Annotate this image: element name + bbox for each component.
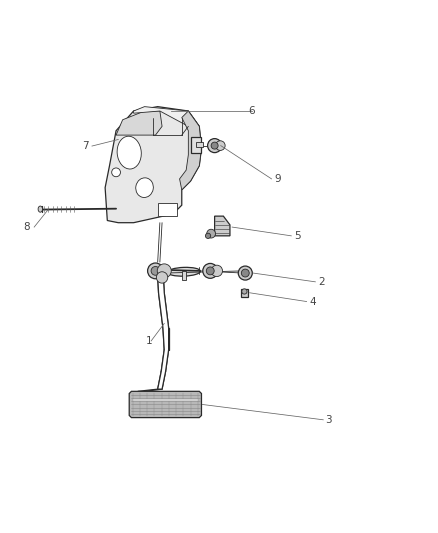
Polygon shape	[158, 276, 169, 389]
Circle shape	[207, 229, 215, 238]
Ellipse shape	[117, 136, 141, 169]
Text: 7: 7	[82, 141, 89, 151]
Text: 5: 5	[294, 231, 301, 241]
Polygon shape	[241, 289, 248, 297]
Text: 1: 1	[145, 336, 152, 346]
Circle shape	[156, 272, 168, 283]
Circle shape	[241, 269, 249, 277]
Circle shape	[208, 139, 222, 152]
Polygon shape	[215, 216, 230, 236]
Polygon shape	[191, 138, 201, 152]
Text: 6: 6	[248, 106, 255, 116]
Circle shape	[242, 289, 247, 294]
Circle shape	[206, 267, 214, 275]
Polygon shape	[158, 203, 177, 216]
Polygon shape	[180, 111, 201, 190]
Text: 8: 8	[23, 222, 30, 232]
Polygon shape	[105, 107, 201, 223]
Text: 2: 2	[318, 277, 325, 287]
Polygon shape	[196, 142, 203, 147]
Circle shape	[211, 142, 218, 149]
Polygon shape	[182, 271, 186, 280]
Text: 3: 3	[325, 415, 332, 425]
Circle shape	[215, 141, 225, 150]
Text: 4: 4	[310, 296, 317, 306]
Circle shape	[238, 266, 252, 280]
Ellipse shape	[136, 178, 153, 198]
Circle shape	[205, 233, 211, 238]
Ellipse shape	[168, 268, 200, 276]
Polygon shape	[116, 111, 162, 135]
Circle shape	[112, 168, 120, 177]
Text: 9: 9	[275, 174, 282, 184]
Ellipse shape	[38, 206, 42, 212]
Circle shape	[148, 263, 163, 279]
Circle shape	[211, 265, 223, 277]
Circle shape	[157, 264, 171, 278]
Polygon shape	[129, 391, 201, 418]
Circle shape	[151, 266, 160, 275]
Polygon shape	[134, 107, 199, 126]
Circle shape	[203, 263, 218, 278]
